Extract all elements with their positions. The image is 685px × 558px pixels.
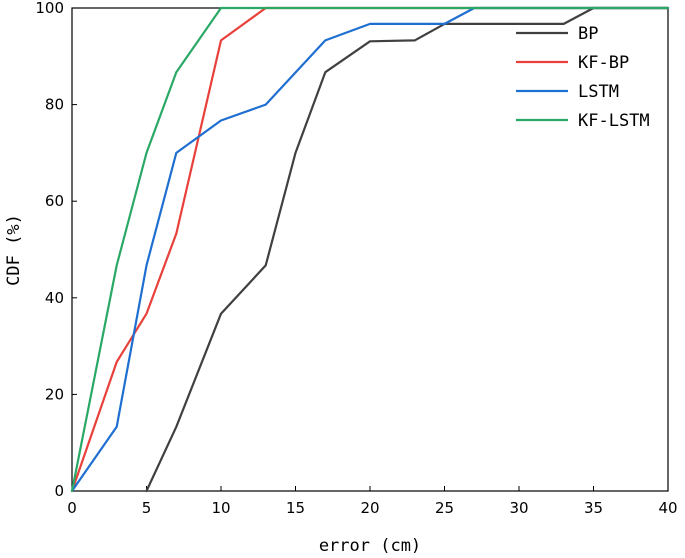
x-tick-label: 0: [67, 499, 77, 517]
y-tick-label: 60: [45, 192, 64, 210]
y-tick-label: 0: [54, 482, 64, 500]
plot-area: [71, 7, 669, 492]
x-tick-label: 5: [142, 499, 152, 517]
legend-label: LSTM: [578, 82, 619, 102]
x-tick-label: 15: [286, 499, 305, 517]
legend-label: KF-BP: [578, 53, 629, 73]
series-line-lstm: [70, 6, 670, 493]
y-tick-label: 20: [45, 385, 64, 403]
x-tick-label: 40: [658, 499, 677, 517]
x-tick-label: 30: [509, 499, 528, 517]
y-tick-label: 80: [45, 96, 64, 114]
series-line-bp: [145, 6, 670, 493]
legend-label: BP: [578, 24, 598, 44]
x-tick-label: 25: [435, 499, 454, 517]
x-axis-ticks: 0 5 10 15 20 25 30 35 40: [67, 486, 678, 517]
x-tick-label: 10: [211, 499, 230, 517]
x-tick-label: 20: [360, 499, 379, 517]
legend-label: KF-LSTM: [578, 111, 650, 131]
series-line-kf-bp: [70, 6, 670, 493]
x-tick-label: 35: [584, 499, 603, 517]
series-line-kf-lstm: [70, 6, 670, 493]
x-axis-title: error (cm): [319, 536, 421, 556]
y-axis-title: CDF (%): [4, 214, 24, 286]
legend: BP KF-BP LSTM KF-LSTM: [516, 24, 650, 131]
y-tick-label: 40: [45, 289, 64, 307]
series-lines: [70, 6, 670, 493]
y-tick-label: 100: [35, 0, 64, 17]
plot-frame: [71, 7, 669, 492]
y-axis-ticks: 0 20 40 60 80 100: [35, 0, 77, 500]
